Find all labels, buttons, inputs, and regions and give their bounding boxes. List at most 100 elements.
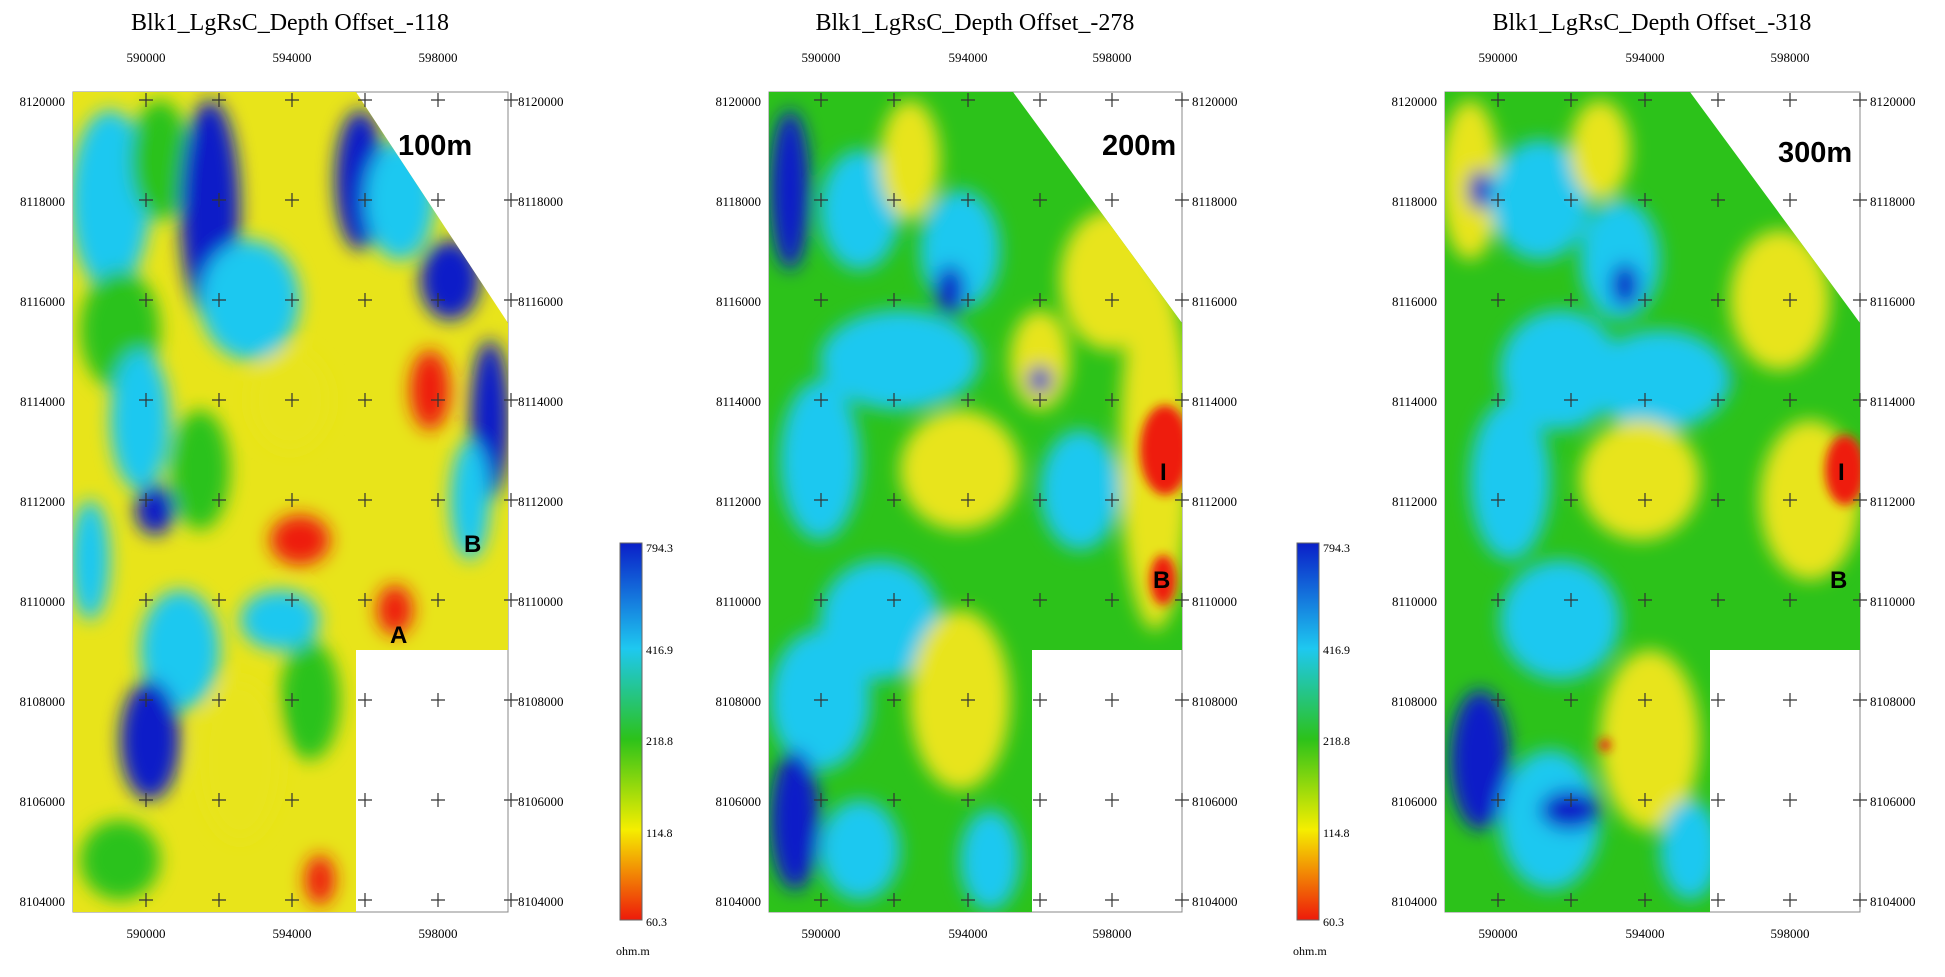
grid-cross-marker	[1853, 593, 1867, 607]
panel-1-xtick-top-1: 590000	[127, 50, 166, 65]
grid-cross-marker	[961, 93, 975, 107]
panel-1-ytick-right-5: 8112000	[518, 494, 563, 509]
grid-cross-marker	[1564, 893, 1578, 907]
grid-cross-marker	[1853, 193, 1867, 207]
grid-cross-marker	[887, 93, 901, 107]
grid-cross-marker	[285, 293, 299, 307]
grid-cross-marker	[1033, 593, 1047, 607]
panel-3-grid	[1491, 93, 1867, 907]
grid-cross-marker	[139, 793, 153, 807]
colorbar-2-tick-1: 794.3	[1323, 541, 1350, 555]
panel-2-ytick-left-8: 8106000	[716, 794, 762, 809]
grid-cross-marker	[139, 593, 153, 607]
grid-cross-marker	[1175, 193, 1189, 207]
grid-cross-marker	[1105, 393, 1119, 407]
grid-cross-marker	[139, 693, 153, 707]
grid-cross-marker	[814, 693, 828, 707]
grid-cross-marker	[358, 793, 372, 807]
panel-3-ytick-right-5: 8112000	[1870, 494, 1915, 509]
panel-2-xtick-top-3: 598000	[1093, 50, 1132, 65]
grid-cross-marker	[1491, 893, 1505, 907]
grid-cross-marker	[1638, 793, 1652, 807]
grid-cross-marker	[1105, 593, 1119, 607]
grid-cross-marker	[1564, 593, 1578, 607]
panel-1-ytick-right-2: 8118000	[518, 194, 563, 209]
grid-cross-marker	[431, 793, 445, 807]
grid-cross-marker	[814, 793, 828, 807]
grid-cross-marker	[431, 393, 445, 407]
panel-1-y-ticks-right: 8120000 8118000 8116000 8114000 8112000 …	[518, 94, 564, 909]
panel-2-xtick-top-1: 590000	[802, 50, 841, 65]
grid-cross-marker	[1491, 293, 1505, 307]
grid-cross-marker	[504, 493, 518, 507]
grid-cross-marker	[1491, 393, 1505, 407]
panel-3-title: Blk1_LgRsC_Depth Offset_-318	[1493, 10, 1812, 36]
panel-3-ytick-left-7: 8108000	[1392, 694, 1438, 709]
panel-1-xtick-bottom-3: 598000	[419, 926, 458, 941]
grid-cross-marker	[504, 93, 518, 107]
grid-cross-marker	[1033, 793, 1047, 807]
grid-cross-marker	[1175, 893, 1189, 907]
panel-2-grid	[814, 93, 1189, 907]
grid-cross-marker	[1491, 193, 1505, 207]
colorbar-1-bar	[619, 542, 643, 921]
grid-cross-marker	[1033, 493, 1047, 507]
grid-cross-marker	[1853, 693, 1867, 707]
grid-cross-marker	[212, 393, 226, 407]
grid-cross-marker	[139, 93, 153, 107]
panel-2-xtick-bottom-2: 594000	[949, 926, 988, 941]
panel-1-ytick-right-9: 8104000	[518, 894, 564, 909]
grid-cross-marker	[814, 293, 828, 307]
grid-cross-marker	[1853, 393, 1867, 407]
grid-cross-marker	[358, 693, 372, 707]
grid-cross-marker	[212, 93, 226, 107]
grid-cross-marker	[1638, 293, 1652, 307]
panel-2-ytick-left-7: 8108000	[716, 694, 762, 709]
panel-2-y-ticks-left: 8120000 8118000 8116000 8114000 8112000 …	[716, 94, 762, 909]
panel-1-anomaly-a: A	[390, 622, 407, 649]
grid-cross-marker	[1853, 293, 1867, 307]
panel-3-ytick-left-8: 8106000	[1392, 794, 1438, 809]
colorbar-2-tick-5: 60.3	[1323, 915, 1344, 929]
colorbar-1-tick-5: 60.3	[646, 915, 667, 929]
grid-cross-marker	[1638, 193, 1652, 207]
grid-cross-marker	[212, 293, 226, 307]
grid-cross-marker	[1564, 193, 1578, 207]
panel-1-ytick-left-9: 8104000	[20, 894, 66, 909]
panel-2-ytick-left-4: 8114000	[716, 394, 761, 409]
panel-2-ytick-right-4: 8114000	[1192, 394, 1237, 409]
grid-cross-marker	[1564, 93, 1578, 107]
panel-1-anomaly-b: B	[464, 531, 481, 558]
grid-cross-marker	[1033, 393, 1047, 407]
panel-1-xtick-top-3: 598000	[419, 50, 458, 65]
colorbar-1-tick-1: 794.3	[646, 541, 673, 555]
grid-cross-marker	[887, 393, 901, 407]
grid-cross-marker	[887, 193, 901, 207]
colorbar-1-tick-2: 416.9	[646, 643, 673, 657]
grid-cross-marker	[887, 893, 901, 907]
panel-1-xtick-top-2: 594000	[273, 50, 312, 65]
grid-cross-marker	[1564, 693, 1578, 707]
grid-cross-marker	[961, 593, 975, 607]
grid-cross-marker	[1783, 693, 1797, 707]
grid-cross-marker	[358, 893, 372, 907]
grid-cross-marker	[358, 593, 372, 607]
grid-cross-marker	[1175, 693, 1189, 707]
panel-2-xtick-top-2: 594000	[949, 50, 988, 65]
grid-cross-marker	[431, 293, 445, 307]
panel-3-xtick-bottom-2: 594000	[1626, 926, 1665, 941]
panel-3-ytick-right-3: 8116000	[1870, 294, 1915, 309]
grid-cross-marker	[1491, 493, 1505, 507]
grid-cross-marker	[1711, 493, 1725, 507]
grid-cross-marker	[1853, 93, 1867, 107]
grid-cross-marker	[961, 793, 975, 807]
panel-2-xtick-bottom-3: 598000	[1093, 926, 1132, 941]
panel-3-ytick-right-7: 8108000	[1870, 694, 1916, 709]
grid-cross-marker	[1711, 193, 1725, 207]
grid-cross-marker	[1105, 693, 1119, 707]
grid-cross-marker	[431, 593, 445, 607]
grid-cross-marker	[1491, 693, 1505, 707]
grid-cross-marker	[1033, 293, 1047, 307]
grid-cross-marker	[139, 893, 153, 907]
